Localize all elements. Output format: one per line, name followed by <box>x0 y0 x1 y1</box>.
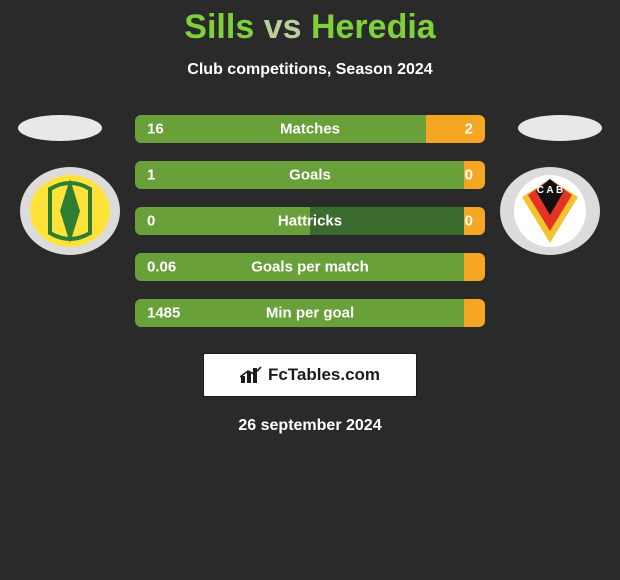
player-silhouette-right <box>518 115 602 141</box>
stat-row: 0 0 Hattricks <box>135 207 485 235</box>
bar-value-left: 0 <box>147 213 155 230</box>
stat-row: 1485 Min per goal <box>135 299 485 327</box>
club-badge-left <box>20 167 120 255</box>
stat-bars: 16 2 Matches 1 0 Goals 0 0 Hattricks 0.06 Goals pe… <box>135 115 485 327</box>
bar-fill-right <box>464 253 485 281</box>
bar-value-left: 1485 <box>147 305 180 322</box>
title-player2: Heredia <box>311 8 436 46</box>
title-player1: Sills <box>184 8 254 46</box>
page-title: Sills vs Heredia <box>0 8 620 47</box>
infographic-root: Sills vs Heredia Club competitions, Seas… <box>0 0 620 435</box>
stat-row: 0.06 Goals per match <box>135 253 485 281</box>
bar-label: Hattricks <box>278 213 342 230</box>
title-vs: vs <box>264 8 302 46</box>
player-silhouette-left <box>18 115 102 141</box>
brand-text: FcTables.com <box>268 365 380 385</box>
brand-box[interactable]: FcTables.com <box>203 353 417 397</box>
subtitle: Club competitions, Season 2024 <box>0 61 620 79</box>
club-badge-heredia-icon: C A B <box>500 167 600 255</box>
bar-value-right: 0 <box>465 213 473 230</box>
club-badge-aldosivi-icon <box>20 167 120 255</box>
bar-value-left: 16 <box>147 121 164 138</box>
bar-value-right: 0 <box>465 167 473 184</box>
bar-label: Goals per match <box>251 259 369 276</box>
stat-row: 16 2 Matches <box>135 115 485 143</box>
bar-value-left: 0.06 <box>147 259 176 276</box>
bar-label: Min per goal <box>266 305 354 322</box>
bar-fill-right <box>426 115 486 143</box>
stat-row: 1 0 Goals <box>135 161 485 189</box>
bar-fill-right <box>464 299 485 327</box>
bar-chart-icon <box>240 366 262 384</box>
bar-label: Goals <box>289 167 331 184</box>
club-badge-right: C A B <box>500 167 600 255</box>
date-label: 26 september 2024 <box>0 417 620 435</box>
bar-value-right: 2 <box>465 121 473 138</box>
bar-value-left: 1 <box>147 167 155 184</box>
bar-label: Matches <box>280 121 340 138</box>
svg-text:C A B: C A B <box>537 185 563 196</box>
comparison-stage: C A B 16 2 Matches 1 0 Goals 0 0 Hattricks 0.06 Go… <box>0 115 620 327</box>
